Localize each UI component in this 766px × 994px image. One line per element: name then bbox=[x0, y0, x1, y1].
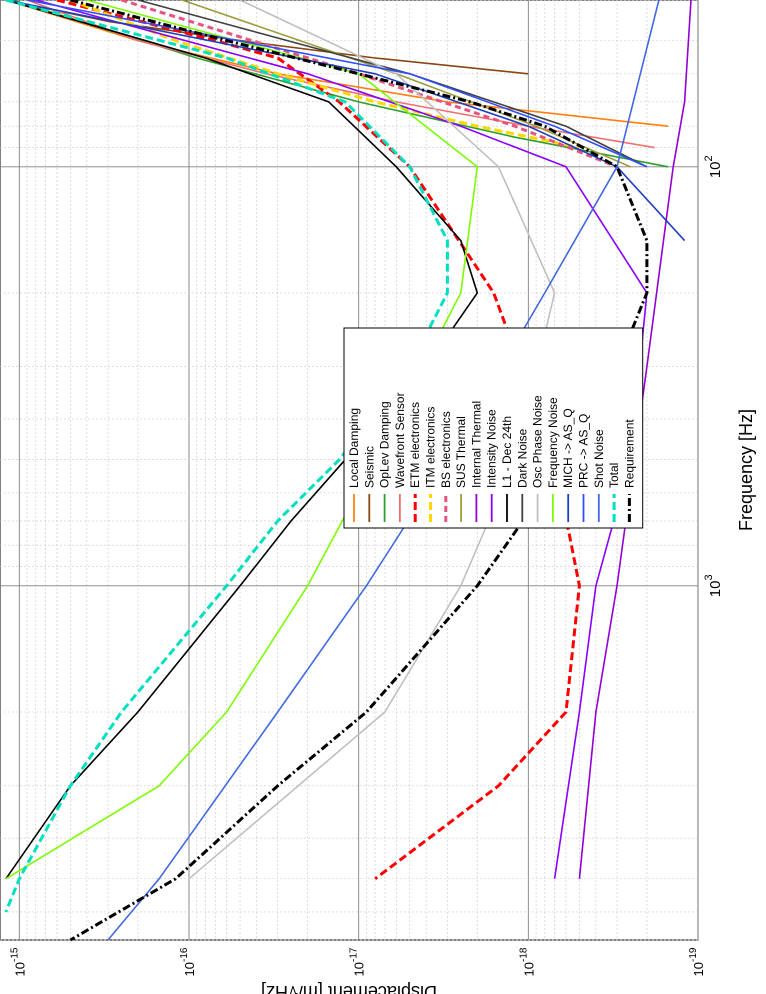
legend-entry: Intensity Noise bbox=[485, 409, 499, 522]
legend-label: Internal Thermal bbox=[469, 401, 483, 488]
legend-entry: BS electronics bbox=[439, 411, 453, 522]
y-tick-text: 10-16 bbox=[179, 947, 197, 976]
legend-entry: ITM electronics bbox=[424, 407, 438, 522]
legend-label: Requirement bbox=[622, 419, 636, 488]
y-tick-text: 10-19 bbox=[688, 947, 706, 976]
legend-label: ITM electronics bbox=[424, 407, 438, 488]
series-line bbox=[12, 0, 669, 168]
y-tick-text: 10-15 bbox=[9, 947, 27, 976]
legend-entry: Local Damping bbox=[347, 408, 361, 522]
x-tick-label: 102 bbox=[703, 155, 724, 178]
y-tick-label: 10-16 bbox=[179, 947, 197, 976]
legend-label: Wavefront Sensor bbox=[393, 392, 407, 488]
legend-entry: Requirement bbox=[622, 419, 636, 522]
x-tick-label: 103 bbox=[703, 574, 724, 597]
legend-label: Shot Noise bbox=[592, 429, 606, 488]
series-line bbox=[26, 0, 648, 168]
legend-label: ETM electronics bbox=[408, 402, 422, 488]
legend-entry: MICH -> AS_Q bbox=[561, 408, 575, 522]
legend-entry: Wavefront Sensor bbox=[393, 392, 407, 522]
legend-label: Seismic bbox=[362, 446, 376, 488]
y-tick-text: 10-18 bbox=[518, 947, 536, 976]
legend-entry: Osc Phase Noise bbox=[531, 395, 545, 522]
legend-entry: Total bbox=[607, 463, 621, 522]
legend-box bbox=[343, 327, 644, 529]
series-line bbox=[69, 0, 580, 150]
series-line bbox=[56, 0, 581, 880]
tick-labels: 10-15 10-16 10-17 10-18 10-19 102 103 bbox=[9, 155, 724, 976]
legend-label: MICH -> AS_Q bbox=[561, 408, 575, 488]
legend-entry: SUS Thermal bbox=[454, 416, 468, 522]
y-axis-title: Displacement [m/√Hz] bbox=[261, 982, 437, 994]
legend-label: Intensity Noise bbox=[485, 409, 499, 488]
grid bbox=[0, 0, 699, 941]
series-line bbox=[5, 0, 686, 242]
legend-label: SUS Thermal bbox=[454, 416, 468, 488]
legend-label: Dark Noise bbox=[515, 428, 529, 488]
y-tick-label: 10-18 bbox=[518, 947, 536, 976]
legend-entry: Shot Noise bbox=[592, 429, 606, 522]
y-tick-label: 10-19 bbox=[688, 947, 706, 976]
legend-label: Local Damping bbox=[347, 408, 361, 488]
legend-entry: L1 - Dec 24th bbox=[500, 416, 514, 522]
legend-label: OpLev Damping bbox=[378, 401, 392, 488]
legend: Local Damping Seismic OpLev Damping Wavefro… bbox=[343, 327, 644, 529]
legend-label: L1 - Dec 24th bbox=[500, 416, 514, 488]
legend-label: Frequency Noise bbox=[546, 397, 560, 488]
y-tick-text: 10-17 bbox=[349, 947, 367, 976]
x-axis-title: Frequency [Hz] bbox=[736, 409, 756, 531]
legend-label: BS electronics bbox=[439, 411, 453, 488]
legend-label: Osc Phase Noise bbox=[531, 395, 545, 488]
y-tick-label: 10-15 bbox=[9, 947, 27, 976]
series-line bbox=[137, 0, 648, 168]
legend-label: PRC -> AS_Q bbox=[577, 414, 591, 488]
legend-entry: Seismic bbox=[362, 446, 376, 522]
y-tick-label: 10-17 bbox=[349, 947, 367, 976]
legend-entry: Frequency Noise bbox=[546, 397, 560, 522]
series-line bbox=[578, 0, 692, 879]
legend-entry: OpLev Damping bbox=[378, 401, 392, 522]
legend-entry: Dark Noise bbox=[515, 428, 529, 522]
legend-entry: Internal Thermal bbox=[469, 401, 483, 522]
x-tick-text: 102 bbox=[703, 155, 724, 178]
legend-entry: ETM electronics bbox=[408, 402, 422, 522]
legend-entry: PRC -> AS_Q bbox=[577, 414, 591, 522]
series-line bbox=[121, 0, 618, 169]
legend-label: Total bbox=[607, 463, 621, 488]
x-tick-text: 103 bbox=[703, 574, 724, 597]
series-line bbox=[69, 0, 649, 942]
